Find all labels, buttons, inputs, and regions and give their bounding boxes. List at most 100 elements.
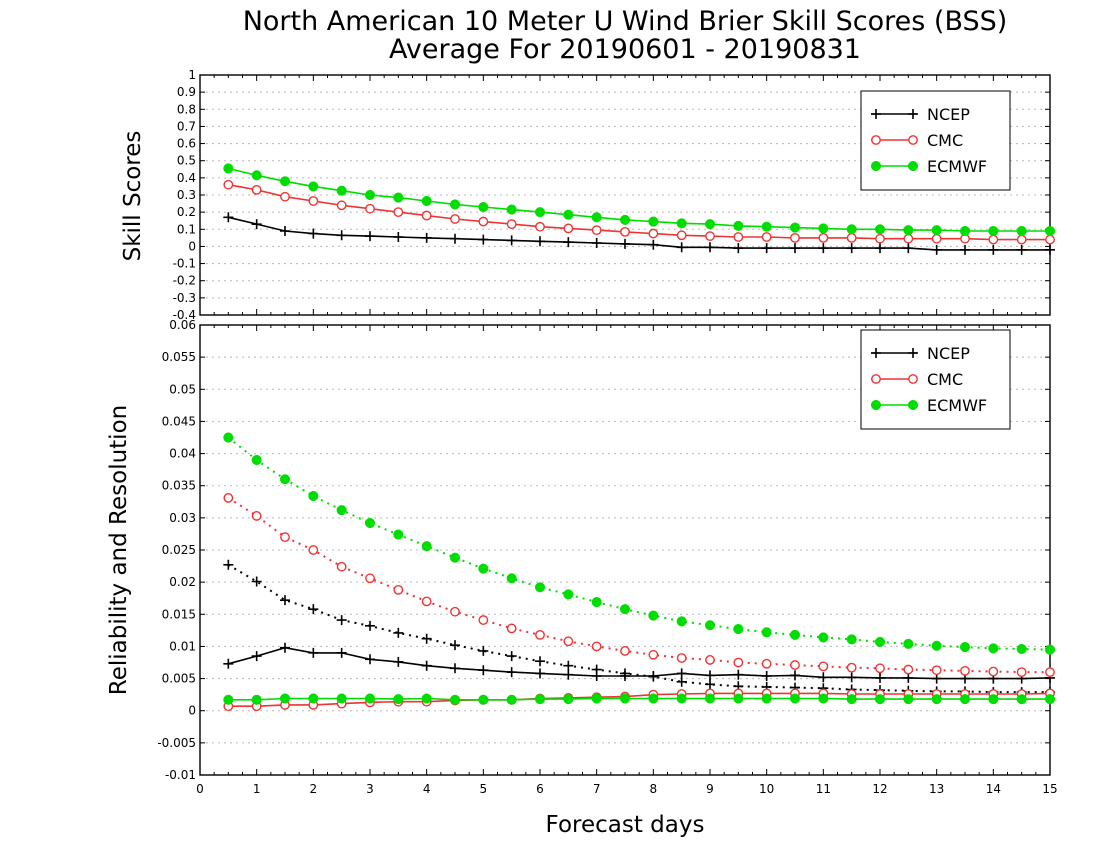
skill-scores-panel: -0.4 -0.3 -0.2 -0.1 0 0.1 0.2 0.3 0.4 0.5 0.6 0.7 0.… xyxy=(173,68,1056,322)
data-point xyxy=(506,235,517,246)
data-point xyxy=(534,582,546,593)
data-point xyxy=(364,517,376,529)
data-point xyxy=(988,244,999,255)
series-unnamed-dotted xyxy=(223,432,1056,655)
series-group xyxy=(223,163,1056,255)
data-point xyxy=(988,643,999,654)
data-point xyxy=(478,665,489,676)
y-tick-label: -0.01 xyxy=(165,768,196,782)
data-point xyxy=(733,220,744,231)
data-point xyxy=(875,672,885,683)
x-tick-label: 4 xyxy=(423,782,431,796)
y-tick-label: 0.035 xyxy=(162,479,196,493)
y-tick-label: -0.3 xyxy=(173,291,196,305)
data-point xyxy=(478,201,489,213)
data-point xyxy=(336,561,347,572)
data-point xyxy=(761,232,772,242)
data-point xyxy=(449,694,461,705)
legend: NCEP CMC ECMWF xyxy=(860,329,1011,430)
data-point xyxy=(846,224,857,235)
data-point xyxy=(223,179,234,190)
x-tick-label: 5 xyxy=(480,782,488,796)
data-point xyxy=(223,493,234,503)
data-point xyxy=(365,231,375,242)
data-point xyxy=(871,374,881,384)
data-point xyxy=(535,656,545,667)
data-point xyxy=(733,657,744,668)
data-point xyxy=(563,209,574,220)
data-point xyxy=(648,649,659,660)
data-point xyxy=(931,225,942,236)
data-point xyxy=(903,638,914,649)
data-point xyxy=(535,629,545,640)
x-tick-label: 13 xyxy=(929,782,944,796)
data-point xyxy=(336,647,347,658)
data-point xyxy=(365,620,375,631)
data-point xyxy=(336,693,347,704)
data-point xyxy=(846,662,857,673)
data-point xyxy=(931,640,942,651)
data-point xyxy=(449,552,461,563)
data-point xyxy=(506,623,517,634)
data-point xyxy=(251,454,262,466)
data-point xyxy=(903,243,914,254)
x-axis: 0 1 2 3 4 5 6 7 8 9 10 11 12 13 14 15 xyxy=(196,325,1058,796)
data-point xyxy=(279,693,291,704)
y-axis: -0.4 -0.3 -0.2 -0.1 0 0.1 0.2 0.3 0.4 0.5 0.6 0.7 0.… xyxy=(173,68,1050,322)
data-point xyxy=(620,646,630,656)
data-point xyxy=(818,223,829,234)
series-line xyxy=(228,646,1051,680)
series-line xyxy=(228,697,1050,701)
data-point xyxy=(393,192,404,203)
series-ncep-solid xyxy=(223,212,1055,255)
data-point xyxy=(676,676,687,687)
data-point xyxy=(280,191,290,202)
legend: NCEP CMC ECMWF xyxy=(860,90,1011,191)
x-tick-label: 8 xyxy=(650,782,658,796)
data-point xyxy=(790,232,800,243)
y-tick-label: 0 xyxy=(188,704,196,718)
data-point xyxy=(704,620,716,631)
data-point xyxy=(676,653,687,663)
data-point xyxy=(279,474,291,485)
y-tick-label: 0.5 xyxy=(177,154,196,168)
data-point xyxy=(988,225,999,237)
y-tick-label: -0.2 xyxy=(173,274,196,288)
data-point xyxy=(534,694,546,705)
data-point xyxy=(308,647,319,658)
data-point xyxy=(733,624,744,635)
y-tick-label: 0 xyxy=(188,239,196,253)
data-point xyxy=(875,243,885,254)
legend-item-ncep: NCEP xyxy=(871,105,970,124)
data-point xyxy=(308,693,319,704)
data-point xyxy=(506,667,517,678)
data-point xyxy=(478,563,489,574)
data-point xyxy=(790,670,800,681)
data-point xyxy=(960,244,970,255)
data-point xyxy=(676,230,687,241)
data-point xyxy=(789,222,801,233)
data-point xyxy=(450,214,460,224)
data-point xyxy=(393,232,404,242)
data-point xyxy=(365,654,375,665)
data-point xyxy=(676,616,687,627)
data-point xyxy=(733,693,744,704)
data-point xyxy=(648,671,659,682)
data-point xyxy=(251,511,262,521)
data-point xyxy=(1016,667,1027,678)
y-tick-label: 0.015 xyxy=(162,607,196,621)
data-point xyxy=(733,669,744,680)
x-tick-label: 14 xyxy=(986,782,1001,796)
data-point xyxy=(421,195,432,207)
series-cmc-solid xyxy=(223,179,1055,245)
data-point xyxy=(648,216,659,227)
reliability-resolution-panel: -0.01 -0.005 0 0.005 0.01 0.015 0.02 0.025 0.03 0… xyxy=(157,318,1057,796)
y-tick-label: 0.01 xyxy=(169,639,196,653)
data-point xyxy=(903,694,914,705)
data-point xyxy=(761,671,772,681)
data-point xyxy=(846,634,857,645)
data-point xyxy=(874,224,886,235)
data-point xyxy=(619,214,631,225)
data-point xyxy=(818,232,829,243)
data-point xyxy=(591,597,602,608)
